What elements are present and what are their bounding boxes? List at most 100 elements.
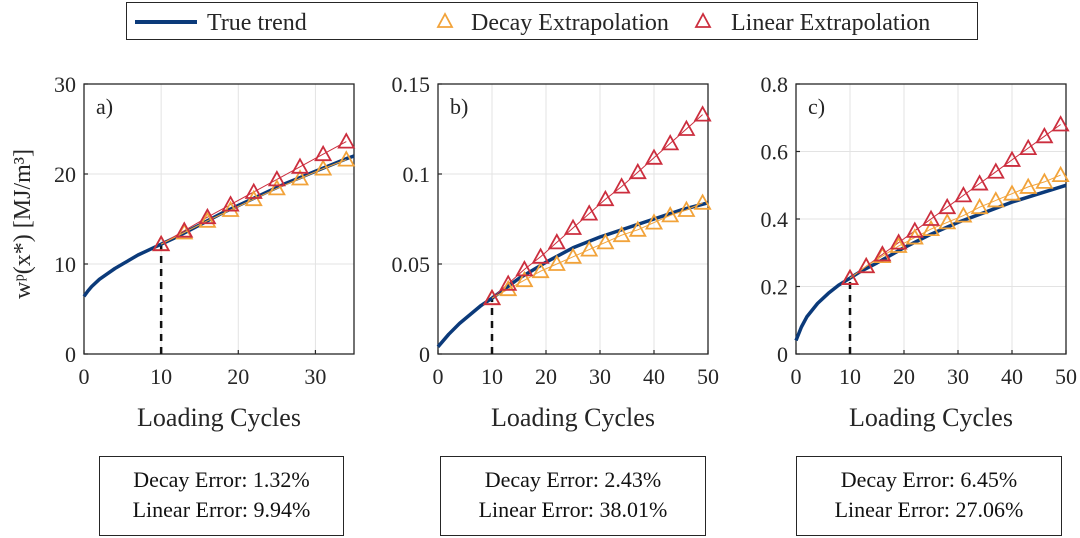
axes-box-b bbox=[437, 83, 709, 355]
linear-error-b: Linear Error: 38.01% bbox=[478, 497, 668, 522]
linear-point-a-0 bbox=[152, 234, 171, 252]
linear-point-c-8 bbox=[970, 174, 989, 191]
legend-svg: True trend Decay Extrapolation Linear Ex… bbox=[135, 10, 930, 36]
panel-b: 0 10 20 30 40 50 0 0.05 0.1 0.15 Loading Cycles b) bbox=[392, 72, 720, 432]
decay-line-a bbox=[160, 159, 347, 245]
linear-point-b-1 bbox=[499, 274, 518, 291]
plot-area-a bbox=[84, 84, 354, 354]
linear-point-a-6 bbox=[290, 157, 310, 174]
axes-box-a bbox=[83, 83, 355, 355]
decay-point-b-5 bbox=[563, 247, 583, 264]
x-tick-label-a-2: 20 bbox=[227, 364, 249, 389]
decay-point-b-8 bbox=[612, 225, 631, 243]
decay-point-b-10 bbox=[644, 213, 664, 230]
decay-point-c-11 bbox=[1019, 177, 1038, 194]
y-tick-label-c-3: 0.6 bbox=[761, 140, 789, 165]
y-tick-label-b-3: 0.15 bbox=[392, 72, 431, 97]
decay-point-a-3 bbox=[221, 200, 240, 217]
decay-point-b-6 bbox=[580, 240, 599, 257]
error-box-b: Decay Error: 2.43% Linear Error: 38.01% bbox=[440, 456, 706, 536]
decay-error-a: Decay Error: 1.32% bbox=[133, 467, 310, 492]
x-tick-label-c-0: 0 bbox=[791, 364, 802, 389]
decay-point-a-7 bbox=[314, 159, 333, 176]
y-tick-label-a-0: 0 bbox=[65, 342, 76, 367]
y-tick-label-c-2: 0.4 bbox=[761, 207, 789, 232]
linear-point-b-4 bbox=[547, 233, 566, 250]
linear-point-c-7 bbox=[954, 186, 973, 203]
legend-decay-marker bbox=[436, 12, 454, 28]
linear-point-a-1 bbox=[175, 221, 194, 238]
linear-point-b-6 bbox=[580, 204, 599, 221]
decay-point-c-5 bbox=[921, 219, 941, 237]
linear-point-c-0 bbox=[840, 268, 860, 285]
y-tick-label-b-2: 0.1 bbox=[403, 162, 431, 187]
x-axis-label-a: Loading Cycles bbox=[137, 403, 301, 432]
y-axis-label: wᵖ(x*) [MJ/m³] bbox=[10, 149, 36, 299]
linear-point-b-12 bbox=[677, 119, 696, 136]
linear-point-c-1 bbox=[857, 256, 876, 274]
decay-point-c-8 bbox=[970, 197, 989, 215]
panel-c: 0 10 20 30 40 50 0 0.2 0.4 0.6 0.8 Loading Cycles c) bbox=[761, 72, 1078, 432]
linear-point-a-3 bbox=[221, 195, 240, 212]
linear-point-a-8 bbox=[337, 132, 356, 149]
linear-point-c-13 bbox=[1051, 115, 1070, 132]
panel-label-c: c) bbox=[808, 94, 825, 119]
panel-label-a: a) bbox=[96, 94, 113, 119]
x-axis-label-c: Loading Cycles bbox=[849, 403, 1013, 432]
legend-true-trend-label: True trend bbox=[207, 10, 307, 36]
error-box-c: Decay Error: 6.45% Linear Error: 27.06% bbox=[796, 456, 1062, 536]
x-tick-label-b-3: 30 bbox=[589, 364, 611, 389]
linear-point-b-2 bbox=[515, 260, 534, 277]
linear-point-b-0 bbox=[482, 288, 502, 306]
x-tick-label-c-3: 30 bbox=[947, 364, 969, 389]
linear-point-c-5 bbox=[921, 209, 941, 226]
linear-point-c-10 bbox=[1002, 150, 1022, 167]
decay-point-a-2 bbox=[198, 211, 217, 228]
decay-point-a-6 bbox=[290, 169, 310, 186]
linear-point-b-5 bbox=[563, 218, 583, 235]
x-tick-label-a-3: 30 bbox=[304, 364, 326, 389]
decay-point-a-5 bbox=[267, 179, 286, 196]
y-tick-label-c-0: 0 bbox=[777, 342, 788, 367]
linear-point-a-2 bbox=[198, 207, 217, 225]
linear-point-b-3 bbox=[531, 247, 550, 264]
decay-point-b-2 bbox=[515, 270, 534, 288]
x-tick-label-b-0: 0 bbox=[433, 364, 444, 389]
linear-error-a: Linear Error: 9.94% bbox=[132, 497, 311, 522]
y-tick-label-b-0: 0 bbox=[419, 342, 430, 367]
linear-point-b-11 bbox=[661, 134, 680, 151]
decay-point-c-9 bbox=[986, 191, 1005, 208]
linear-error-c: Linear Error: 27.06% bbox=[834, 497, 1024, 522]
linear-point-a-7 bbox=[314, 144, 333, 162]
legend-linear-marker bbox=[694, 12, 712, 28]
x-tick-label-b-5: 50 bbox=[697, 364, 719, 389]
x-tick-label-c-4: 40 bbox=[1001, 364, 1023, 389]
x-tick-label-b-2: 20 bbox=[535, 364, 557, 389]
decay-point-b-9 bbox=[628, 220, 647, 237]
decay-point-b-3 bbox=[531, 261, 550, 279]
decay-point-c-13 bbox=[1051, 165, 1070, 183]
decay-point-c-3 bbox=[889, 236, 908, 253]
x-tick-label-b-4: 40 bbox=[643, 364, 665, 389]
decay-point-b-7 bbox=[596, 233, 615, 250]
linear-point-b-10 bbox=[644, 148, 664, 165]
y-tick-label-b-1: 0.05 bbox=[392, 252, 431, 277]
decay-point-a-8 bbox=[337, 150, 356, 167]
y-tick-label-a-1: 10 bbox=[54, 252, 76, 277]
x-axis-label-b: Loading Cycles bbox=[491, 403, 655, 432]
y-tick-label-a-2: 20 bbox=[54, 162, 76, 187]
linear-point-b-7 bbox=[596, 189, 615, 207]
linear-point-b-13 bbox=[693, 105, 712, 122]
x-tick-label-c-1: 10 bbox=[839, 364, 861, 389]
linear-point-c-3 bbox=[889, 233, 908, 250]
linear-point-c-4 bbox=[905, 221, 924, 238]
legend-linear-label: Linear Extrapolation bbox=[731, 10, 930, 36]
x-tick-label-c-5: 50 bbox=[1055, 364, 1077, 389]
legend: True trend Decay Extrapolation Linear Ex… bbox=[126, 2, 978, 40]
x-tick-label-c-2: 20 bbox=[893, 364, 915, 389]
decay-point-c-6 bbox=[938, 213, 957, 230]
x-tick-label-b-1: 10 bbox=[481, 364, 503, 389]
decay-error-b: Decay Error: 2.43% bbox=[484, 467, 662, 492]
